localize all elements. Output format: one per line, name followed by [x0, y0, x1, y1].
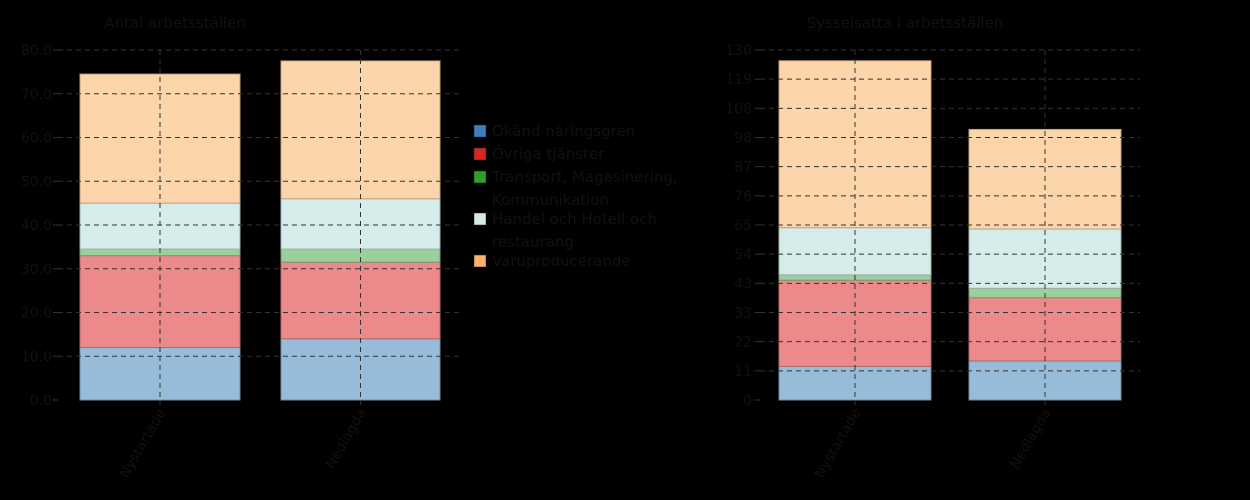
legend-swatch — [473, 147, 487, 161]
y-tick-label: 80.0 — [21, 43, 52, 59]
y-tick-label: 0 — [743, 393, 752, 409]
chart-right: 0 11 22 33 43 54 65 76 87 98 108 119 130 Nystartade Ne… — [725, 43, 1140, 481]
y-tick-label: 119 — [725, 72, 752, 88]
y-tick-label: 43 — [734, 276, 752, 292]
y-tick-label: 20.0 — [21, 306, 52, 322]
legend: Okänd näringsgren Övriga tjänster Transpor… — [473, 122, 678, 270]
legend-swatch — [473, 212, 487, 226]
y-tick-label: 11 — [734, 364, 752, 380]
y-tick-label: 54 — [734, 247, 752, 263]
y-tick-label: 22 — [734, 335, 752, 351]
chart-left: 0.0 10.0 20.0 30.0 40.0 50.0 60.0 70.0 80.0 Nysta… — [21, 43, 460, 481]
y-tick-label: 65 — [734, 218, 752, 234]
y-tick-label: 87 — [734, 160, 752, 176]
legend-swatch — [473, 124, 487, 138]
chart-title-left: Antal arbetsställen — [104, 14, 246, 32]
chart-title-right: Sysselsatta i arbetsställen — [807, 14, 1004, 32]
x-tick-label: Nystartade — [117, 406, 170, 481]
y-tick-label: 40.0 — [21, 218, 52, 234]
x-tick-label: Nystartade — [812, 406, 865, 481]
legend-label: restaurang — [492, 233, 574, 251]
y-tick-label: 108 — [725, 101, 752, 117]
bar-segment-0-1-1 — [280, 261, 441, 340]
y-tick-label: 0.0 — [30, 393, 52, 409]
legend-label: Kommunikation — [492, 191, 609, 209]
legend-label: Transport, Magasinering, — [491, 168, 678, 186]
bar-segment-0-1-4 — [280, 60, 441, 200]
x-tick-label: Nedlagda — [323, 406, 370, 472]
y-tick-label: 60.0 — [21, 131, 52, 147]
legend-label: Övriga tjänster — [492, 144, 605, 163]
legend-swatch — [473, 254, 487, 268]
y-tick-label: 33 — [734, 306, 752, 322]
y-tick-label: 130 — [725, 43, 752, 59]
y-tick-label: 76 — [734, 189, 752, 205]
legend-label: Handel och Hotell och — [492, 210, 657, 228]
y-tick-label: 98 — [734, 131, 752, 147]
y-tick-label: 10.0 — [21, 349, 52, 365]
y-tick-label: 70.0 — [21, 87, 52, 103]
legend-swatch — [473, 170, 487, 184]
legend-label: Varuproducerande — [492, 252, 631, 270]
y-tick-label: 30.0 — [21, 262, 52, 278]
legend-label: Okänd näringsgren — [492, 122, 635, 140]
y-tick-label: 50.0 — [21, 174, 52, 190]
x-tick-label: Nedlagda — [1007, 406, 1054, 472]
